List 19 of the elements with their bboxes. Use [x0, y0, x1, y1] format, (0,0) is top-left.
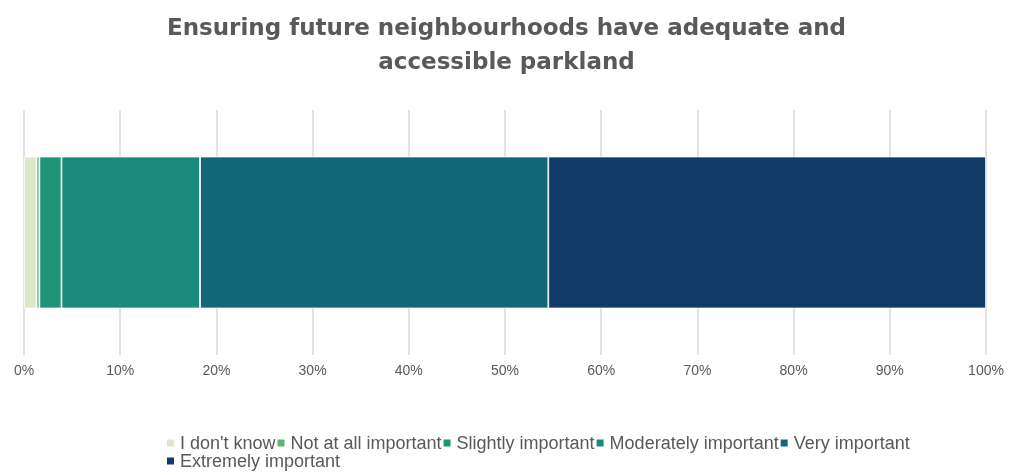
legend-label: Not at all important	[290, 433, 442, 453]
x-tick-label: 40%	[394, 362, 423, 378]
legend-label: Moderately important	[609, 433, 779, 453]
x-tick-label: 0%	[13, 362, 35, 378]
x-tick-label: 60%	[587, 362, 616, 378]
chart-title: Ensuring future neighbourhoods have adequate and accessible parkland	[166, 14, 847, 74]
x-tick-label: 90%	[875, 362, 904, 378]
legend-label: Slightly important	[456, 433, 595, 453]
x-tick-label: 80%	[779, 362, 808, 378]
x-tick-label: 70%	[683, 362, 712, 378]
x-tick-label: 100%	[968, 362, 1004, 378]
bar	[24, 156, 37, 309]
x-tick-label: 50%	[490, 362, 520, 378]
legend-label: Very important	[793, 433, 910, 453]
legend-label: Extremely important	[180, 451, 341, 471]
x-tick-label: 20%	[202, 362, 231, 378]
x-tick-label: 10%	[106, 362, 135, 378]
x-tick-label: 30%	[298, 362, 327, 378]
legend-label: I don't know	[180, 433, 277, 453]
